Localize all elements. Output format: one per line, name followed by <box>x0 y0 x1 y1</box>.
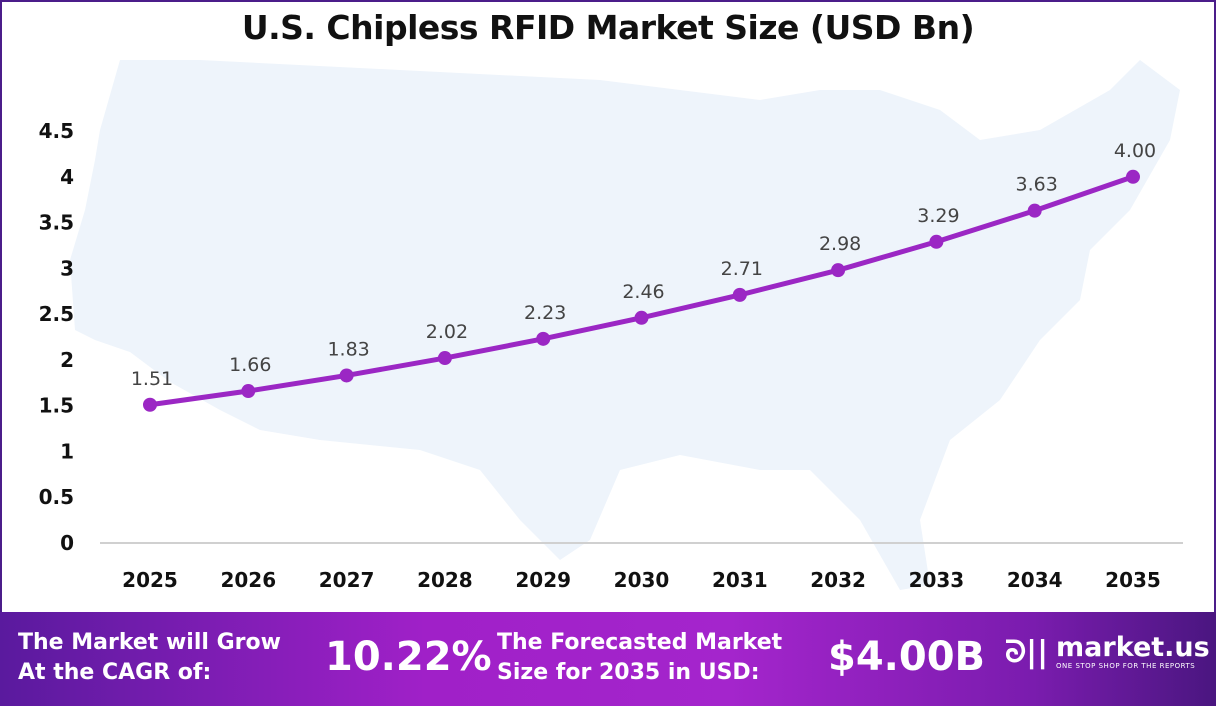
x-tick-label: 2034 <box>1007 568 1063 592</box>
forecast-label: The Forecasted Market Size for 2035 in U… <box>497 628 782 688</box>
line-chart: 0 0.5 1 1.5 2 2.5 3 3.5 4 4.5 2025 2026 2027 2028 202… <box>39 60 1183 592</box>
x-tick-label: 2027 <box>319 568 375 592</box>
data-point <box>536 331 551 346</box>
data-label: 3.29 <box>917 205 959 227</box>
forecast-label-line1: The Forecasted Market <box>497 630 783 655</box>
x-tick-label: 2030 <box>614 568 670 592</box>
cagr-label: The Market will Grow At the CAGR of: <box>18 628 281 688</box>
data-label: 2.02 <box>426 321 468 343</box>
logo-tagline: ONE STOP SHOP FOR THE REPORTS <box>1056 662 1196 670</box>
y-tick-label: 3 <box>60 256 74 280</box>
chart-title: U.S. Chipless RFID Market Size (USD Bn) <box>241 8 975 47</box>
y-tick-label: 4 <box>60 165 74 189</box>
forecast-label-line2: Size for 2035 in USD: <box>497 660 760 685</box>
data-label: 2.71 <box>721 258 763 280</box>
x-tick-label: 2026 <box>220 568 276 592</box>
data-label: 2.98 <box>819 233 861 255</box>
y-tick-label: 0.5 <box>39 485 74 509</box>
data-label: 1.51 <box>131 368 173 390</box>
logo-mark-icon: ᘐ|| <box>1005 634 1049 670</box>
data-label: 1.83 <box>327 338 369 360</box>
data-label: 2.46 <box>622 281 664 303</box>
data-point <box>732 287 747 302</box>
data-label: 1.66 <box>229 354 271 376</box>
x-tick-label: 2035 <box>1105 568 1161 592</box>
y-tick-label: 3.5 <box>39 211 74 235</box>
data-label: 4.00 <box>1114 140 1156 162</box>
data-point <box>241 384 256 399</box>
logo-name: market.us <box>1056 632 1210 663</box>
x-tick-label: 2028 <box>417 568 473 592</box>
data-point <box>143 397 157 412</box>
data-label: 3.63 <box>1016 174 1058 196</box>
data-label: 2.23 <box>524 302 566 324</box>
x-tick-label: 2032 <box>810 568 866 592</box>
data-point <box>1126 169 1140 184</box>
x-tick-label: 2029 <box>515 568 571 592</box>
x-tick-label: 2031 <box>712 568 768 592</box>
us-map-background <box>70 60 1180 590</box>
cagr-label-line1: The Market will Grow <box>18 630 281 655</box>
y-tick-label: 2 <box>60 348 74 372</box>
footer-banner: The Market will Grow At the CAGR of: 10.… <box>0 612 1216 706</box>
data-point <box>1027 203 1042 218</box>
market-us-logo: ᘐ|| market.us ONE STOP SHOP FOR THE REPO… <box>1005 632 1210 671</box>
x-tick-label: 2033 <box>909 568 965 592</box>
data-point <box>929 234 944 249</box>
data-point <box>831 263 846 278</box>
y-tick-label: 2.5 <box>39 302 74 326</box>
cagr-label-line2: At the CAGR of: <box>18 660 212 685</box>
x-tick-label: 2025 <box>122 568 178 592</box>
forecast-value: $4.00B <box>828 634 986 680</box>
data-point <box>634 310 649 325</box>
y-tick-label: 1 <box>60 439 74 463</box>
data-point <box>437 351 452 366</box>
data-point <box>339 368 354 383</box>
y-tick-label: 0 <box>60 531 74 555</box>
y-tick-label: 4.5 <box>39 119 74 143</box>
cagr-value: 10.22% <box>325 634 492 680</box>
y-tick-label: 1.5 <box>39 394 74 418</box>
